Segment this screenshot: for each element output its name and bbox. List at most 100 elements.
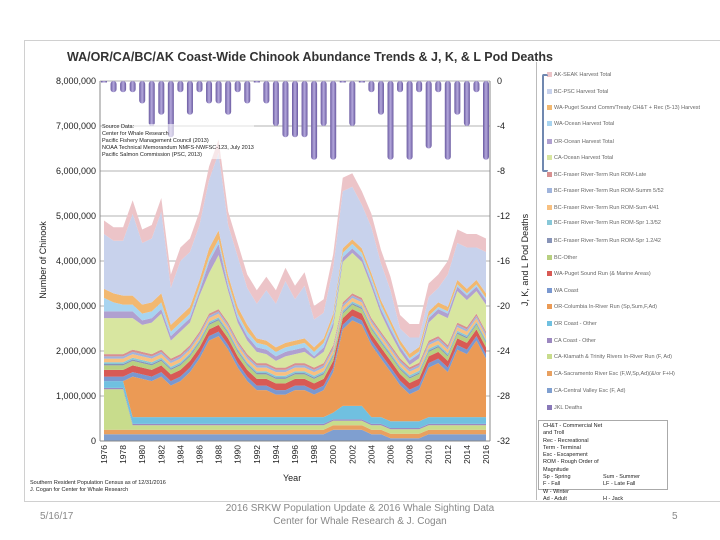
- death-bar: [368, 81, 375, 93]
- x-tick-label: 2012: [443, 445, 453, 464]
- abbreviation-row: W - Winter: [543, 489, 663, 496]
- legend-swatch: [547, 388, 552, 394]
- legend: AK-SEAK Harvest Total BC-PSC Harvest Tota…: [536, 62, 720, 500]
- legend-label: JKL Deaths: [554, 405, 583, 411]
- x-tick-label: 1988: [214, 445, 224, 464]
- legend-item: JKL Deaths: [547, 405, 717, 412]
- x-tick-label: 1976: [99, 445, 109, 464]
- x-tick-label: 2006: [386, 445, 396, 464]
- death-bar: [139, 81, 146, 104]
- abbreviation: Rec - Recreational: [543, 437, 589, 444]
- x-axis-title: Year: [283, 473, 302, 483]
- y-tick-label: 2,000,000: [56, 346, 96, 356]
- legend-label: BC-Fraser River-Term Run ROM-Spr 1.3/52: [554, 220, 661, 226]
- death-bar: [377, 81, 384, 115]
- death-bar: [425, 81, 432, 149]
- chart-title: WA/OR/CA/BC/AK Coast-Wide Chinook Abunda…: [66, 50, 554, 64]
- y-tick-label: 7,000,000: [56, 121, 96, 131]
- y-tick-label: 0: [91, 436, 96, 446]
- legend-label: BC-Fraser River-Term Run ROM-Late: [554, 172, 647, 178]
- slide-date: 5/16/17: [40, 511, 74, 522]
- legend-swatch: [547, 172, 552, 178]
- legend-label: BC-Fraser River-Term Run ROM-Summ 5/52: [554, 188, 664, 194]
- abbreviation: CH&T - Commercial Net and Troll: [543, 423, 603, 437]
- abbreviation-row: Sp - Spring Sum - Summer: [543, 474, 663, 481]
- area-series-ca-sacramento-river-esc-f-w-sp-ad-or-f-h-: [104, 425, 486, 439]
- legend-label: OR-Ocean Harvest Total: [554, 139, 614, 145]
- x-tick-label: 2014: [462, 445, 472, 464]
- legend-swatch: [547, 271, 552, 277]
- abbreviation: [603, 445, 663, 452]
- chart-frame: [24, 40, 720, 502]
- y-axis-title: Number of Chinook: [38, 221, 48, 299]
- legend-label: BC-Fraser River-Term Run ROM-Spr 1.2/42: [554, 238, 661, 244]
- abbreviation-row: Esc - Escapement: [543, 452, 663, 459]
- area-series-ca-central-valley-esc-f-ad-: [104, 429, 486, 441]
- abbreviation: [603, 438, 663, 445]
- abbreviation: Sp - Spring: [543, 474, 571, 481]
- death-bar: [444, 81, 451, 160]
- x-tick-label: 1984: [175, 445, 185, 464]
- death-bar: [387, 81, 394, 160]
- abbreviation: Ad - Adult: [543, 495, 567, 502]
- death-bar: [483, 81, 489, 160]
- legend-item: CA-Ocean Harvest Total: [547, 155, 717, 162]
- legend-swatch: [547, 89, 552, 95]
- abbreviation: ROM - Rough Order of Magnitude: [543, 459, 599, 473]
- y2-tick-label: -4: [497, 121, 505, 131]
- legend-item: BC-Fraser River-Term Run ROM-Late: [547, 172, 717, 179]
- legend-label: CA-Sacramento River Esc (F,W,Sp,Ad)(&/or…: [554, 371, 675, 377]
- y2-tick-label: -8: [497, 166, 505, 176]
- legend-item: AK-SEAK Harvest Total: [547, 72, 717, 79]
- death-bar: [358, 81, 365, 83]
- legend-swatch: [547, 255, 552, 261]
- legend-item: WA-Ocean Harvest Total: [547, 121, 717, 128]
- legend-label: OR Coast - Other: [554, 321, 597, 327]
- census-credit: Southern Resident Population Census as o…: [30, 480, 166, 494]
- x-tick-label: 2010: [424, 445, 434, 464]
- legend-item: CA Coast - Other: [547, 338, 717, 345]
- death-bar: [206, 81, 213, 104]
- death-bar: [463, 81, 470, 126]
- legend-item: OR-Ocean Harvest Total: [547, 139, 717, 146]
- death-bar: [330, 81, 337, 160]
- legend-swatch: [547, 288, 552, 294]
- legend-swatch: [547, 105, 552, 111]
- source-note: Source Data: Center for Whale Research P…: [102, 124, 254, 159]
- legend-item: BC-Fraser River-Term Run ROM-Sum 4/41: [547, 205, 717, 212]
- legend-swatch: [547, 121, 552, 127]
- death-bar: [177, 81, 184, 93]
- credit-line: J. Cogan for Center for Whale Research: [30, 487, 129, 493]
- death-bar: [406, 81, 413, 160]
- legend-item: WA-Puget Sound Comm/Treaty CH&T + Rec (5…: [547, 105, 717, 112]
- x-tick-label: 2016: [481, 445, 491, 464]
- area-series-ak-seak-harvest-total: [104, 139, 486, 338]
- abbreviation: [603, 489, 663, 496]
- footer-line: Center for Whale Research & J. Cogan: [273, 516, 447, 527]
- legend-swatch: [547, 304, 552, 310]
- legend-label: CA Coast - Other: [554, 338, 596, 344]
- death-bar: [349, 81, 356, 126]
- x-tick-label: 1998: [309, 445, 319, 464]
- legend-item: BC-Fraser River-Term Run ROM-Spr 1.3/52: [547, 220, 717, 227]
- death-bar: [148, 81, 155, 126]
- death-bar: [196, 81, 203, 93]
- abbreviation-row: Ad - Adult H - Jack: [543, 496, 663, 503]
- area-series-ca-ocean-harvest-total: [104, 252, 486, 368]
- death-bar: [301, 81, 308, 138]
- area-series-or-coast-other: [104, 381, 486, 428]
- legend-label: BC-PSC Harvest Total: [554, 89, 609, 95]
- legend-swatch: [547, 338, 552, 344]
- source-line: NOAA Technical Memorandum NMFS-NWFSC-123…: [102, 145, 254, 151]
- legend-label: WA Coast: [554, 288, 579, 294]
- abbreviation: W - Winter: [543, 488, 569, 495]
- legend-item: BC-Other: [547, 255, 717, 262]
- legend-label: CA-Ocean Harvest Total: [554, 155, 614, 161]
- legend-swatch: [547, 405, 552, 411]
- credit-line: Southern Resident Population Census as o…: [30, 480, 166, 486]
- source-line: Pacific Fishery Management Council (2013…: [102, 138, 209, 144]
- x-tick-label: 1994: [271, 445, 281, 464]
- abbreviation-row: Rec - Recreational: [543, 438, 663, 445]
- death-bar: [167, 81, 174, 138]
